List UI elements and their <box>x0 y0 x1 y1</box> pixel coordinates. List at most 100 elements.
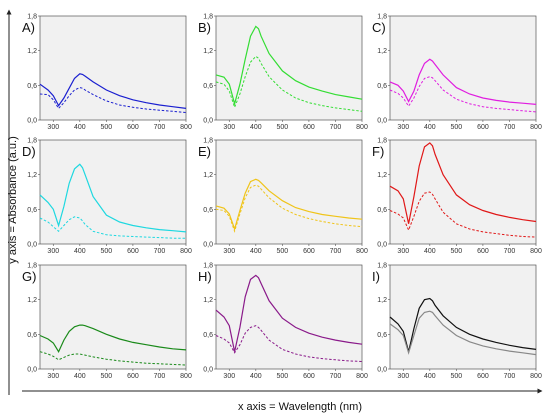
x-tick-label: 700 <box>504 124 516 131</box>
x-tick-label: 500 <box>451 124 463 131</box>
x-tick-label: 300 <box>223 124 235 131</box>
y-tick-label: 1,2 <box>203 297 213 304</box>
x-tick-label: 700 <box>330 124 342 131</box>
y-tick-label: 0,0 <box>203 367 213 374</box>
panel-a: 0,0 0,6 1,2 1,8 300 400 500 600 700 800 A) <box>22 14 192 132</box>
x-tick-label: 800 <box>530 373 542 380</box>
x-tick-label: 500 <box>277 124 289 131</box>
panels: 0,0 0,6 1,2 1,8 300 400 500 600 700 800 A) 0,0 0,6 1,… <box>22 14 542 381</box>
x-tick-label: 500 <box>101 124 113 131</box>
y-tick-label: 1,8 <box>27 263 37 270</box>
y-tick-label: 1,8 <box>377 138 387 145</box>
y-tick-label: 0,0 <box>27 118 37 125</box>
x-tick-label: 300 <box>223 248 235 255</box>
panel-c: 0,0 0,6 1,2 1,8 300 400 500 600 700 800 C) <box>372 14 542 132</box>
y-tick-label: 0,0 <box>203 118 213 125</box>
y-tick-label: 0,6 <box>377 332 387 339</box>
y-tick-label: 0,6 <box>27 332 37 339</box>
y-tick-label: 0,0 <box>27 367 37 374</box>
y-tick-label: 0,6 <box>203 83 213 90</box>
y-tick-label: 1,2 <box>377 297 387 304</box>
panel-f: 0,0 0,6 1,2 1,8 300 400 500 600 700 800 F) <box>372 138 542 256</box>
series-line-1 <box>215 25 363 107</box>
panel-label: B) <box>198 20 211 35</box>
x-tick-label: 600 <box>303 373 315 380</box>
x-tick-label: 400 <box>74 373 86 380</box>
y-tick-label: 0,0 <box>27 242 37 249</box>
x-tick-label: 800 <box>356 248 368 255</box>
x-tick-label: 700 <box>330 248 342 255</box>
x-tick-label: 700 <box>330 373 342 380</box>
x-tick-label: 400 <box>250 373 262 380</box>
series-line-1 <box>39 324 187 353</box>
x-tick-label: 500 <box>101 373 113 380</box>
x-tick-label: 300 <box>397 124 409 131</box>
x-tick-label: 600 <box>477 373 489 380</box>
x-tick-label: 700 <box>504 248 516 255</box>
y-tick-label: 0,0 <box>377 367 387 374</box>
panel-g: 0,0 0,6 1,2 1,8 300 400 500 600 700 800 G) <box>22 263 192 381</box>
series-line-1 <box>389 58 537 105</box>
panel-e: 0,0 0,6 1,2 1,8 300 400 500 600 700 800 E) <box>198 138 368 256</box>
x-tick-label: 300 <box>47 124 59 131</box>
series-line-2 <box>215 184 363 233</box>
x-tick-label: 400 <box>74 248 86 255</box>
x-axis-label: x axis = Wavelength (nm) <box>238 401 362 413</box>
y-tick-label: 1,8 <box>203 14 213 21</box>
x-tick-label: 500 <box>451 373 463 380</box>
y-tick-label: 0,6 <box>377 83 387 90</box>
y-tick-label: 0,0 <box>377 118 387 125</box>
x-tick-label: 300 <box>47 248 59 255</box>
panel-label: H) <box>198 269 212 284</box>
plot-area <box>389 139 537 245</box>
y-tick-label: 1,8 <box>203 263 213 270</box>
x-tick-label: 800 <box>180 248 192 255</box>
series-line-2 <box>389 191 537 238</box>
x-tick-label: 700 <box>154 248 166 255</box>
x-tick-label: 500 <box>101 248 113 255</box>
panel-label: D) <box>22 144 36 159</box>
panel-label: F) <box>372 144 384 159</box>
y-tick-label: 1,8 <box>203 138 213 145</box>
x-tick-label: 700 <box>154 373 166 380</box>
y-tick-label: 1,2 <box>27 297 37 304</box>
series-line-2 <box>39 216 186 239</box>
x-tick-label: 500 <box>451 248 463 255</box>
panel-label: I) <box>372 269 380 284</box>
y-tick-label: 0,6 <box>203 207 213 214</box>
y-tick-label: 0,6 <box>203 332 213 339</box>
plot-area <box>39 139 187 245</box>
x-tick-label: 400 <box>424 124 436 131</box>
y-axis-label: y axis = Absorbance (a.u.) <box>7 136 19 263</box>
series-line-2 <box>39 351 187 366</box>
panel-label: E) <box>198 144 211 159</box>
x-tick-label: 400 <box>424 248 436 255</box>
series-line-2 <box>389 310 537 356</box>
x-tick-label: 400 <box>74 124 86 131</box>
panel-b: 0,0 0,6 1,2 1,8 300 400 500 600 700 800 B) <box>198 14 368 132</box>
y-tick-label: 1,2 <box>203 172 213 179</box>
x-tick-label: 600 <box>127 373 139 380</box>
plot-area <box>215 15 363 121</box>
panel-label: A) <box>22 20 35 35</box>
panel-h: 0,0 0,6 1,2 1,8 300 400 500 600 700 800 H) <box>198 263 368 381</box>
x-tick-label: 300 <box>397 248 409 255</box>
plot-area <box>215 264 363 370</box>
x-tick-label: 500 <box>277 248 289 255</box>
plot-area <box>389 15 537 121</box>
x-tick-label: 800 <box>180 124 192 131</box>
x-tick-label: 300 <box>47 373 59 380</box>
x-tick-label: 700 <box>504 373 516 380</box>
x-tick-label: 600 <box>303 124 315 131</box>
panel-label: G) <box>22 269 36 284</box>
series-line-1 <box>215 178 363 231</box>
panel-i: 0,0 0,6 1,2 1,8 300 400 500 600 700 800 I) <box>372 263 542 381</box>
y-tick-label: 0,0 <box>377 242 387 249</box>
y-tick-label: 1,2 <box>27 172 37 179</box>
y-tick-label: 0,6 <box>377 207 387 214</box>
x-tick-label: 800 <box>356 373 368 380</box>
x-tick-label: 600 <box>477 124 489 131</box>
series-line-1 <box>389 142 537 224</box>
plot-area <box>39 264 187 370</box>
